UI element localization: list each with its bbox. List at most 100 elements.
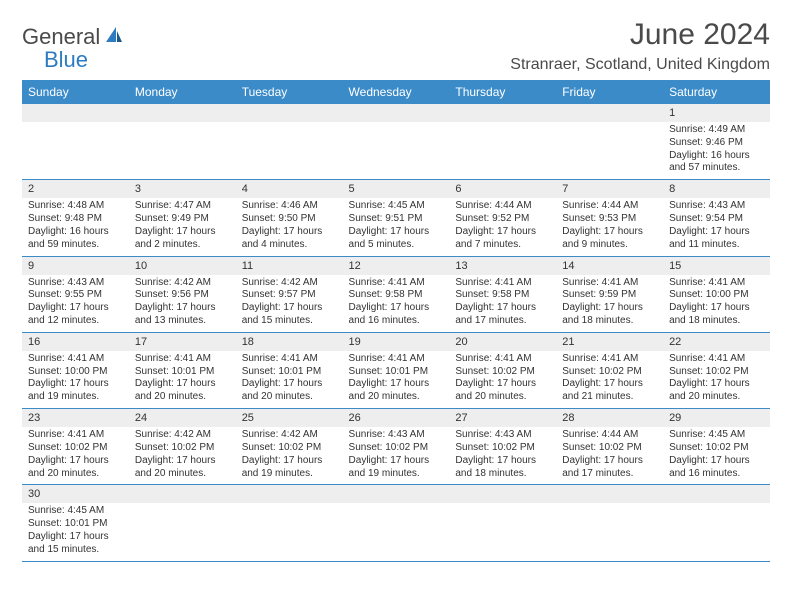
header: General June 2024 Stranraer, Scotland, U…	[22, 18, 770, 74]
day-number-cell: 23	[22, 409, 129, 428]
sunset-line: Sunset: 9:58 PM	[455, 289, 550, 302]
day-number-cell: 19	[343, 332, 450, 351]
daylight-line: Daylight: 16 hours and 57 minutes.	[669, 150, 764, 176]
day-content-cell: Sunrise: 4:41 AMSunset: 10:02 PMDaylight…	[22, 427, 129, 485]
day-number-cell: 29	[663, 409, 770, 428]
sunrise-line: Sunrise: 4:49 AM	[669, 124, 764, 137]
day-number-cell	[22, 104, 129, 122]
weekday-header: Tuesday	[236, 80, 343, 104]
weekday-header-row: Sunday Monday Tuesday Wednesday Thursday…	[22, 80, 770, 104]
sunset-line: Sunset: 10:00 PM	[669, 289, 764, 302]
daylight-line: Daylight: 17 hours and 17 minutes.	[455, 302, 550, 328]
sunrise-line: Sunrise: 4:43 AM	[349, 429, 444, 442]
sunrise-line: Sunrise: 4:45 AM	[28, 505, 123, 518]
sunrise-line: Sunrise: 4:41 AM	[669, 353, 764, 366]
day-number-cell: 26	[343, 409, 450, 428]
day-number-row: 2345678	[22, 180, 770, 199]
daylight-line: Daylight: 17 hours and 13 minutes.	[135, 302, 230, 328]
day-number-row: 16171819202122	[22, 332, 770, 351]
day-content-cell	[236, 122, 343, 180]
day-number-cell: 30	[22, 485, 129, 504]
day-content-cell: Sunrise: 4:41 AMSunset: 10:00 PMDaylight…	[663, 275, 770, 333]
day-number-cell: 21	[556, 332, 663, 351]
day-content-cell: Sunrise: 4:44 AMSunset: 9:52 PMDaylight:…	[449, 198, 556, 256]
month-title: June 2024	[510, 18, 770, 52]
day-number-cell: 12	[343, 256, 450, 275]
day-content-cell	[556, 122, 663, 180]
day-number-cell: 8	[663, 180, 770, 199]
day-number-cell: 7	[556, 180, 663, 199]
day-content-row: Sunrise: 4:41 AMSunset: 10:00 PMDaylight…	[22, 351, 770, 409]
sunrise-line: Sunrise: 4:42 AM	[242, 277, 337, 290]
day-number-cell: 24	[129, 409, 236, 428]
sunset-line: Sunset: 10:02 PM	[349, 442, 444, 455]
day-content-cell: Sunrise: 4:43 AMSunset: 9:55 PMDaylight:…	[22, 275, 129, 333]
daylight-line: Daylight: 17 hours and 20 minutes.	[242, 378, 337, 404]
day-content-cell: Sunrise: 4:45 AMSunset: 9:51 PMDaylight:…	[343, 198, 450, 256]
sunset-line: Sunset: 10:02 PM	[242, 442, 337, 455]
sunset-line: Sunset: 10:02 PM	[455, 366, 550, 379]
weekday-header: Saturday	[663, 80, 770, 104]
day-number-cell: 4	[236, 180, 343, 199]
day-number-cell	[236, 485, 343, 504]
day-content-cell: Sunrise: 4:48 AMSunset: 9:48 PMDaylight:…	[22, 198, 129, 256]
day-content-row: Sunrise: 4:45 AMSunset: 10:01 PMDaylight…	[22, 503, 770, 561]
daylight-line: Daylight: 16 hours and 59 minutes.	[28, 226, 123, 252]
day-content-cell	[449, 503, 556, 561]
day-content-cell: Sunrise: 4:41 AMSunset: 10:02 PMDaylight…	[663, 351, 770, 409]
sunset-line: Sunset: 10:02 PM	[562, 442, 657, 455]
day-content-cell: Sunrise: 4:44 AMSunset: 10:02 PMDaylight…	[556, 427, 663, 485]
day-number-cell: 18	[236, 332, 343, 351]
sunrise-line: Sunrise: 4:41 AM	[28, 353, 123, 366]
sunrise-line: Sunrise: 4:45 AM	[349, 200, 444, 213]
day-number-cell: 5	[343, 180, 450, 199]
sunrise-line: Sunrise: 4:42 AM	[242, 429, 337, 442]
day-number-cell: 9	[22, 256, 129, 275]
day-content-cell	[129, 503, 236, 561]
day-content-cell: Sunrise: 4:41 AMSunset: 9:59 PMDaylight:…	[556, 275, 663, 333]
day-content-cell	[22, 122, 129, 180]
daylight-line: Daylight: 17 hours and 2 minutes.	[135, 226, 230, 252]
sunrise-line: Sunrise: 4:44 AM	[562, 429, 657, 442]
sunset-line: Sunset: 9:56 PM	[135, 289, 230, 302]
sunset-line: Sunset: 10:02 PM	[562, 366, 657, 379]
day-number-cell: 25	[236, 409, 343, 428]
day-number-cell: 17	[129, 332, 236, 351]
weekday-header: Sunday	[22, 80, 129, 104]
day-number-cell: 2	[22, 180, 129, 199]
sunset-line: Sunset: 9:59 PM	[562, 289, 657, 302]
sunrise-line: Sunrise: 4:41 AM	[242, 353, 337, 366]
day-number-row: 1	[22, 104, 770, 122]
daylight-line: Daylight: 17 hours and 5 minutes.	[349, 226, 444, 252]
sunrise-line: Sunrise: 4:41 AM	[562, 277, 657, 290]
location-text: Stranraer, Scotland, United Kingdom	[510, 56, 770, 74]
day-content-cell: Sunrise: 4:42 AMSunset: 9:57 PMDaylight:…	[236, 275, 343, 333]
day-content-cell	[556, 503, 663, 561]
daylight-line: Daylight: 17 hours and 19 minutes.	[242, 455, 337, 481]
daylight-line: Daylight: 17 hours and 18 minutes.	[669, 302, 764, 328]
sunset-line: Sunset: 10:02 PM	[669, 366, 764, 379]
day-content-cell: Sunrise: 4:41 AMSunset: 10:01 PMDaylight…	[343, 351, 450, 409]
day-number-cell: 20	[449, 332, 556, 351]
day-content-cell: Sunrise: 4:43 AMSunset: 10:02 PMDaylight…	[449, 427, 556, 485]
day-content-cell: Sunrise: 4:45 AMSunset: 10:01 PMDaylight…	[22, 503, 129, 561]
day-content-cell: Sunrise: 4:42 AMSunset: 9:56 PMDaylight:…	[129, 275, 236, 333]
calendar-table: Sunday Monday Tuesday Wednesday Thursday…	[22, 80, 770, 562]
day-number-cell: 27	[449, 409, 556, 428]
day-number-row: 23242526272829	[22, 409, 770, 428]
day-content-cell: Sunrise: 4:43 AMSunset: 9:54 PMDaylight:…	[663, 198, 770, 256]
daylight-line: Daylight: 17 hours and 16 minutes.	[349, 302, 444, 328]
sunset-line: Sunset: 10:02 PM	[28, 442, 123, 455]
logo-text-blue: Blue	[44, 47, 88, 73]
sunset-line: Sunset: 10:02 PM	[455, 442, 550, 455]
daylight-line: Daylight: 17 hours and 20 minutes.	[135, 455, 230, 481]
day-content-cell: Sunrise: 4:41 AMSunset: 9:58 PMDaylight:…	[343, 275, 450, 333]
daylight-line: Daylight: 17 hours and 18 minutes.	[562, 302, 657, 328]
day-number-cell: 11	[236, 256, 343, 275]
daylight-line: Daylight: 17 hours and 12 minutes.	[28, 302, 123, 328]
sunrise-line: Sunrise: 4:41 AM	[562, 353, 657, 366]
day-content-cell: Sunrise: 4:44 AMSunset: 9:53 PMDaylight:…	[556, 198, 663, 256]
sunset-line: Sunset: 9:46 PM	[669, 137, 764, 150]
day-content-row: Sunrise: 4:48 AMSunset: 9:48 PMDaylight:…	[22, 198, 770, 256]
sunset-line: Sunset: 9:58 PM	[349, 289, 444, 302]
